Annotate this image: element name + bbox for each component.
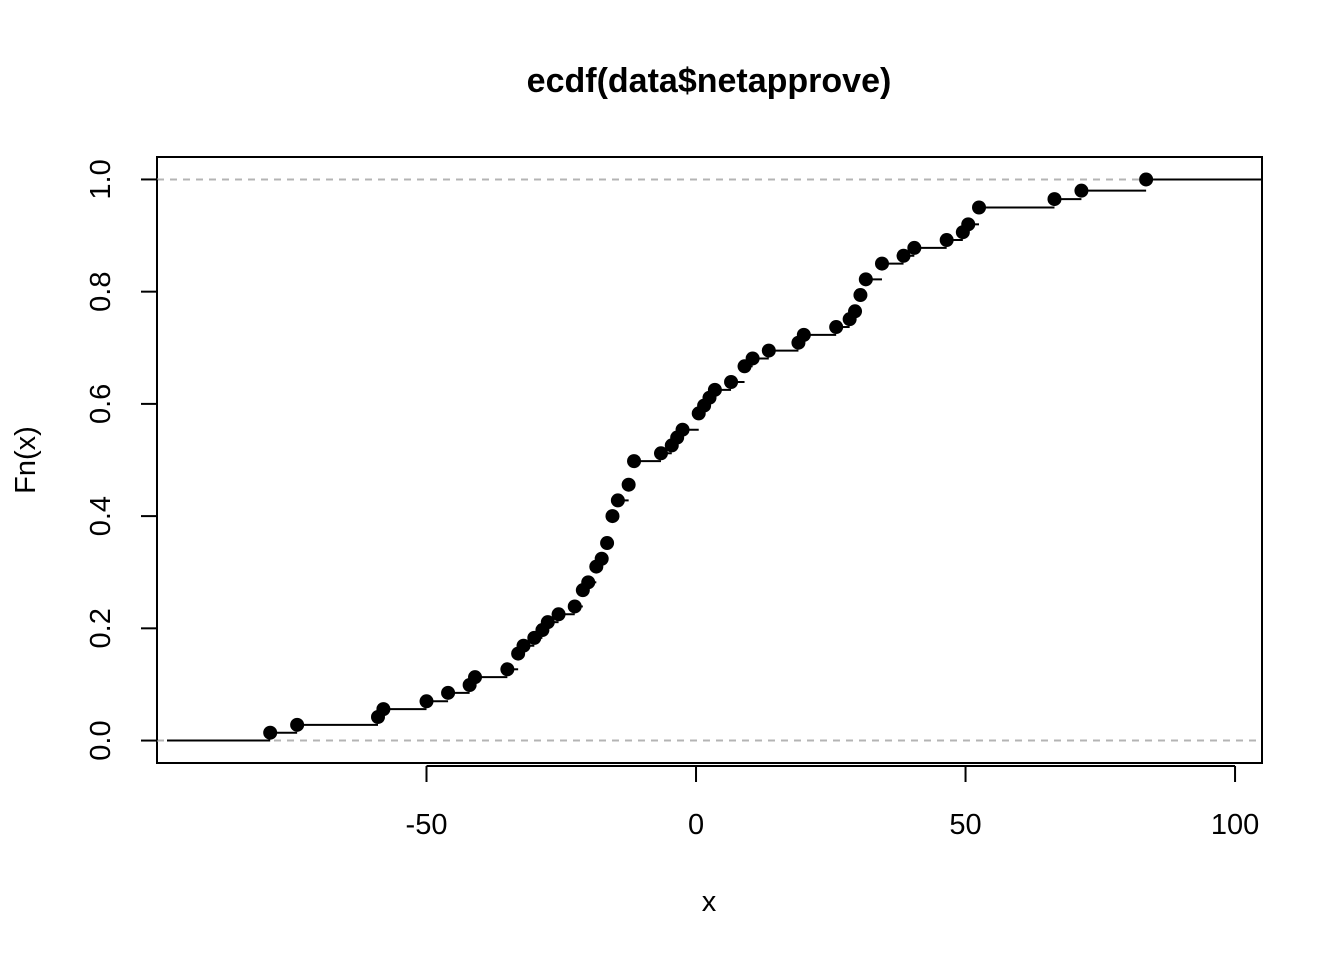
chart-title: ecdf(data$netapprove) (527, 62, 892, 100)
x-axis-label: x (702, 886, 717, 918)
data-point (516, 638, 531, 653)
data-point (627, 454, 642, 469)
data-point (581, 575, 596, 590)
data-point (853, 288, 868, 303)
data-point (1047, 192, 1062, 207)
y-axis-label: Fn(x) (10, 426, 42, 494)
data-point (540, 615, 555, 630)
data-point (874, 256, 889, 271)
data-point (468, 670, 483, 685)
data-point (621, 477, 636, 492)
data-point (829, 320, 844, 335)
data-point (567, 599, 582, 614)
y-tick-label: 0.4 (85, 496, 117, 536)
data-point (972, 200, 987, 215)
data-point (675, 422, 690, 437)
y-tick-label: 0.6 (85, 384, 117, 424)
x-axis: -50 0 50 100 (406, 765, 1259, 841)
data-point (263, 725, 278, 740)
x-tick-label: 50 (949, 809, 981, 841)
y-axis: 0.0 0.2 0.4 0.6 0.8 1.0 (85, 159, 158, 761)
data-point (796, 327, 811, 342)
data-point (376, 702, 391, 717)
data-point (594, 551, 609, 566)
data-point (939, 233, 954, 248)
x-tick-label: 100 (1211, 809, 1259, 841)
data-point (707, 382, 722, 397)
data-point (551, 607, 566, 622)
ecdf-steps (167, 178, 1262, 742)
data-point (441, 685, 456, 700)
reference-lines (157, 178, 1262, 742)
data-point (724, 375, 739, 390)
data-point (500, 662, 515, 677)
data-point (653, 446, 668, 461)
data-point (600, 536, 615, 551)
data-point (761, 343, 776, 358)
data-point (419, 694, 434, 709)
data-point (961, 217, 976, 232)
data-point (907, 240, 922, 255)
data-point (605, 509, 620, 524)
data-point (896, 248, 911, 263)
y-tick-label: 1.0 (85, 159, 117, 199)
y-tick-label: 0.0 (85, 720, 117, 760)
data-point (1074, 183, 1089, 198)
x-tick-label: 0 (688, 809, 704, 841)
data-point (290, 717, 305, 732)
y-tick-label: 0.2 (85, 608, 117, 648)
data-point (858, 272, 873, 287)
plot-frame (156, 156, 1263, 764)
x-tick-label: -50 (406, 809, 448, 841)
ecdf-points (263, 172, 1154, 740)
data-point (1139, 172, 1154, 187)
data-point (745, 351, 760, 366)
data-point (610, 493, 625, 508)
y-tick-label: 0.8 (85, 272, 117, 312)
data-point (848, 304, 863, 319)
